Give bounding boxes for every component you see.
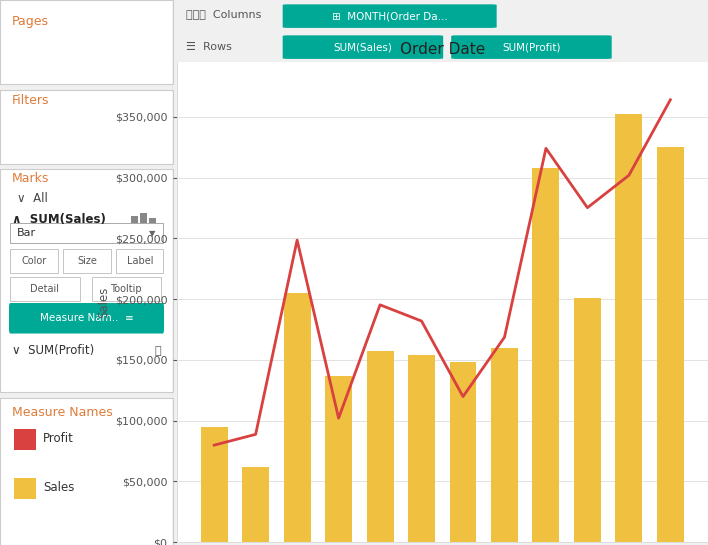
FancyBboxPatch shape: [14, 429, 36, 450]
FancyBboxPatch shape: [11, 249, 58, 272]
FancyBboxPatch shape: [11, 277, 79, 301]
Title: Order Date: Order Date: [399, 41, 485, 57]
Y-axis label: Sales: Sales: [98, 287, 110, 318]
FancyBboxPatch shape: [132, 216, 138, 225]
Text: ∨  SUM(Profit): ∨ SUM(Profit): [12, 344, 94, 358]
Bar: [367, 352, 394, 542]
FancyBboxPatch shape: [9, 303, 164, 334]
Text: ⧦⧦⧦  Columns: ⧦⧦⧦ Columns: [186, 9, 262, 19]
Text: Detail: Detail: [30, 284, 59, 294]
FancyBboxPatch shape: [149, 218, 156, 225]
Text: ▼: ▼: [149, 229, 156, 238]
Text: Measure Names: Measure Names: [12, 406, 113, 419]
FancyBboxPatch shape: [0, 0, 173, 84]
FancyBboxPatch shape: [140, 213, 147, 225]
FancyBboxPatch shape: [14, 478, 36, 499]
Text: SUM(Sales): SUM(Sales): [333, 42, 392, 52]
Text: Profit: Profit: [43, 432, 74, 445]
FancyBboxPatch shape: [116, 249, 164, 272]
Text: Filters: Filters: [12, 94, 50, 107]
Text: Color: Color: [22, 256, 47, 265]
Bar: [408, 355, 435, 542]
Text: ☰  Rows: ☰ Rows: [186, 41, 232, 51]
FancyBboxPatch shape: [0, 398, 173, 545]
Text: ∨  All: ∨ All: [17, 192, 48, 205]
FancyBboxPatch shape: [11, 223, 163, 243]
Text: Measure Nam..  ≡: Measure Nam.. ≡: [40, 313, 133, 323]
Bar: [284, 293, 311, 542]
Text: Bar: Bar: [17, 228, 36, 238]
Bar: [200, 427, 228, 542]
FancyBboxPatch shape: [0, 90, 173, 164]
Text: ⊞  MONTH(Order Da...: ⊞ MONTH(Order Da...: [332, 11, 447, 21]
Text: SUM(Profit): SUM(Profit): [502, 42, 561, 52]
Bar: [574, 298, 601, 542]
FancyBboxPatch shape: [282, 35, 443, 59]
Text: Pages: Pages: [12, 15, 49, 28]
Bar: [242, 467, 269, 542]
Bar: [657, 147, 684, 542]
Text: Size: Size: [77, 256, 97, 265]
Bar: [450, 362, 476, 542]
Text: Sales: Sales: [43, 481, 74, 494]
Text: ∧  SUM(Sales): ∧ SUM(Sales): [12, 213, 106, 226]
Text: Tooltip: Tooltip: [110, 284, 142, 294]
Bar: [491, 348, 518, 542]
FancyBboxPatch shape: [0, 169, 173, 392]
FancyBboxPatch shape: [451, 35, 612, 59]
FancyBboxPatch shape: [92, 277, 161, 301]
Text: 〜: 〜: [154, 346, 161, 356]
FancyBboxPatch shape: [282, 4, 497, 28]
FancyBboxPatch shape: [63, 249, 110, 272]
Bar: [615, 114, 642, 542]
Text: Label: Label: [127, 256, 153, 265]
Text: Marks: Marks: [12, 172, 50, 185]
Bar: [532, 168, 559, 542]
Bar: [325, 376, 352, 542]
